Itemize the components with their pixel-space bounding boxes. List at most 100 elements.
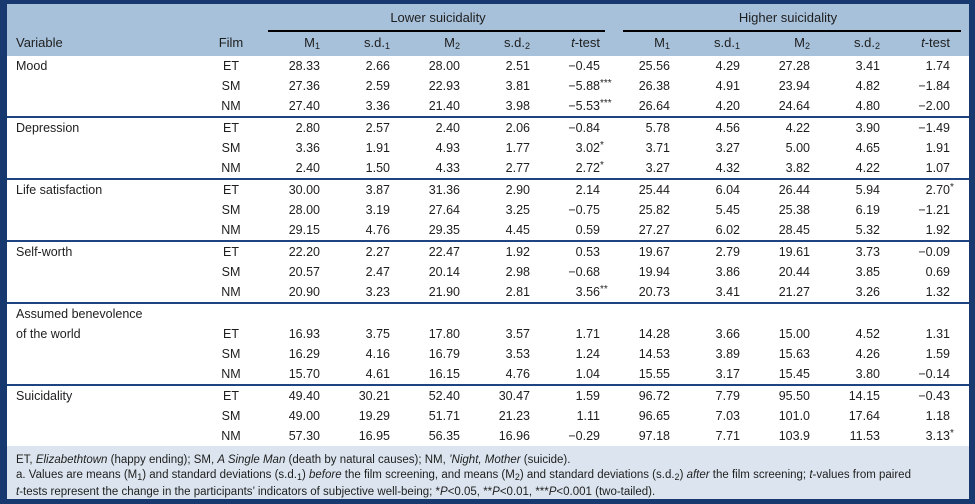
col-header-higher-sd2: s.d.2	[854, 35, 880, 51]
value-cell: 3.19	[365, 203, 390, 217]
value-cell: 20.90	[288, 285, 320, 299]
value-cell: 4.32	[715, 161, 740, 175]
variable-label	[7, 364, 199, 384]
value-cell: 4.26	[855, 347, 880, 361]
value-cell: 101.0	[778, 409, 810, 423]
table-row: Mood ET 28.33 2.66 28.00 2.51 −0.45 25.56 4.29 27…	[7, 56, 969, 76]
value-cell: 1.18	[925, 409, 950, 423]
value-cell: 2.57	[365, 121, 390, 135]
col-header-lower-m1: M1	[304, 35, 320, 51]
value-cell: 22.47	[428, 245, 460, 259]
value-cell: 2.72*	[575, 160, 604, 175]
group-divider	[7, 384, 969, 386]
group-header-lower-rule	[268, 30, 605, 32]
value-cell: 4.45	[505, 223, 530, 237]
film-code: NM	[221, 99, 241, 113]
value-cell: 15.00	[778, 327, 810, 341]
variable-label: Mood	[16, 59, 48, 73]
value-cell: −1.21	[918, 203, 950, 217]
value-cell: 19.67	[638, 245, 670, 259]
value-cell	[613, 304, 683, 324]
table-row: NM 57.30 16.95 56.35 16.96 −0.29 97.18 7.71 103.…	[7, 426, 969, 446]
value-cell: 16.96	[498, 429, 530, 443]
col-header-lower-sd2: s.d.2	[504, 35, 530, 51]
value-cell: 21.23	[498, 409, 530, 423]
value-cell: 3.80	[855, 367, 880, 381]
value-cell: 5.32	[855, 223, 880, 237]
value-cell: 27.27	[638, 223, 670, 237]
value-cell: 29.35	[428, 223, 460, 237]
value-cell: 2.51	[505, 59, 530, 73]
value-cell: 16.93	[288, 327, 320, 341]
value-cell: 28.00	[428, 59, 460, 73]
value-cell: 27.64	[428, 203, 460, 217]
value-cell: 21.40	[428, 99, 460, 113]
col-header-film: Film	[218, 35, 244, 50]
table-row: NM 27.40 3.36 21.40 3.98 −5.53*** 26.64 4.20 24.…	[7, 96, 969, 116]
film-code: SM	[221, 265, 241, 279]
value-cell: 4.82	[855, 79, 880, 93]
value-cell: 4.91	[715, 79, 740, 93]
group-header-lower: Lower suicidality	[263, 10, 613, 32]
value-cell: 6.04	[715, 183, 740, 197]
value-cell: 2.90	[505, 183, 530, 197]
value-cell: 7.03	[715, 409, 740, 423]
value-cell: 4.76	[365, 223, 390, 237]
value-cell: 3.82	[785, 161, 810, 175]
value-cell: 6.02	[715, 223, 740, 237]
value-cell: 1.07	[925, 161, 950, 175]
value-cell: 103.9	[778, 429, 810, 443]
value-cell: 3.66	[715, 327, 740, 341]
variable-label	[7, 138, 199, 160]
variable-label	[7, 220, 199, 240]
value-cell: 25.82	[638, 203, 670, 217]
variable-label: Self-worth	[16, 245, 73, 259]
col-header-lower-sd1: s.d.1	[364, 35, 390, 51]
film-code: SM	[221, 347, 241, 361]
value-cell: 15.45	[778, 367, 810, 381]
value-cell: 4.20	[715, 99, 740, 113]
variable-label: Assumed benevolence	[16, 307, 143, 321]
value-cell: 3.25	[505, 203, 530, 217]
value-cell: 3.13*	[925, 428, 954, 443]
film-code: ET	[223, 245, 239, 259]
value-cell: 26.64	[638, 99, 670, 113]
variable-label: of the world	[16, 327, 81, 341]
value-cell	[823, 304, 893, 324]
film-code: NM	[221, 429, 241, 443]
film-code: SM	[221, 79, 241, 93]
value-cell: 2.81	[505, 285, 530, 299]
table-row: of the world ET 16.93 3.75 17.80 3.57 1.71 14.2…	[7, 324, 969, 344]
value-cell	[893, 304, 963, 324]
value-cell: 49.00	[288, 409, 320, 423]
value-cell	[753, 304, 823, 324]
value-cell: 4.29	[715, 59, 740, 73]
value-cell: 95.50	[778, 389, 810, 403]
film-code: NM	[221, 285, 241, 299]
value-cell: 1.92	[925, 223, 950, 237]
value-cell: 16.15	[428, 367, 460, 381]
table-header: Lower suicidality Higher suicidality Var…	[7, 4, 969, 56]
value-cell: 1.77	[505, 141, 530, 155]
value-cell: 2.79	[715, 245, 740, 259]
value-cell: 3.36	[365, 99, 390, 113]
value-cell: 2.06	[505, 121, 530, 135]
film-code	[199, 304, 263, 324]
value-cell: 3.89	[715, 347, 740, 361]
value-cell: −0.29	[568, 429, 600, 443]
film-code: ET	[223, 327, 239, 341]
value-cell: 3.36	[295, 141, 320, 155]
value-cell: 30.21	[358, 389, 390, 403]
value-cell: −5.88***	[568, 78, 612, 93]
film-code: ET	[223, 59, 239, 73]
film-code: ET	[223, 121, 239, 135]
value-cell: 56.35	[428, 429, 460, 443]
col-header-lower-ttest: t-test	[571, 35, 600, 50]
value-cell: −0.43	[918, 389, 950, 403]
value-cell: 24.64	[778, 99, 810, 113]
film-code: ET	[223, 183, 239, 197]
variable-label	[7, 262, 199, 282]
table-row: SM 16.29 4.16 16.79 3.53 1.24 14.53 3.89 15.63 4.…	[7, 344, 969, 364]
value-cell: 7.79	[715, 389, 740, 403]
value-cell: 1.74	[925, 59, 950, 73]
